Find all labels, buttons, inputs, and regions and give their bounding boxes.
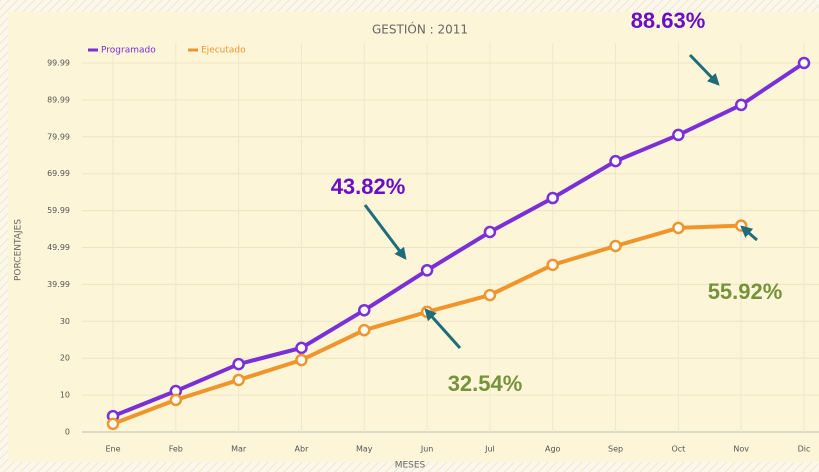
x-tick-label: Jul bbox=[484, 445, 495, 454]
annotation-arrow bbox=[363, 204, 407, 260]
data-point bbox=[295, 341, 308, 355]
data-point bbox=[420, 264, 434, 277]
data-point bbox=[672, 128, 685, 142]
x-tick-label: Ene bbox=[105, 445, 120, 454]
annotation-arrow bbox=[740, 225, 758, 242]
data-point bbox=[358, 303, 371, 317]
data-point bbox=[358, 323, 371, 337]
data-point bbox=[483, 288, 497, 302]
y-tick-label: 69.99 bbox=[47, 169, 70, 178]
data-point bbox=[546, 258, 559, 272]
data-point bbox=[609, 154, 622, 168]
annotation: 55.92% bbox=[708, 279, 783, 304]
data-point bbox=[546, 191, 559, 205]
y-tick-label: 10 bbox=[60, 391, 70, 400]
y-tick-label: 30 bbox=[60, 317, 70, 326]
data-point bbox=[672, 221, 685, 235]
annotation: 43.82% bbox=[331, 174, 406, 199]
data-point bbox=[797, 56, 811, 70]
chart-title: GESTIÓN : 2011 bbox=[372, 22, 468, 37]
annotation-arrow bbox=[424, 308, 462, 350]
y-tick-label: 59.99 bbox=[47, 206, 70, 215]
data-point bbox=[609, 239, 622, 253]
y-axis-label: PORCENTAJES bbox=[14, 219, 24, 281]
x-tick-label: May bbox=[356, 445, 373, 454]
legend-label: Ejecutado bbox=[201, 46, 246, 56]
x-tick-label: Jun bbox=[420, 445, 434, 454]
data-point bbox=[232, 357, 245, 371]
x-tick-label: Dic bbox=[798, 445, 811, 454]
data-point bbox=[483, 225, 497, 239]
data-point bbox=[734, 98, 748, 112]
y-tick-label: 49.99 bbox=[47, 243, 70, 252]
data-point bbox=[106, 417, 120, 431]
x-tick-label: Abr bbox=[295, 445, 310, 454]
data-point bbox=[232, 373, 245, 387]
x-tick-label: Mar bbox=[231, 445, 247, 454]
annotation: 88.63% bbox=[631, 8, 706, 33]
x-tick-label: Nov bbox=[733, 445, 749, 454]
y-tick-label: 99.99 bbox=[47, 59, 70, 68]
x-tick-label: Sep bbox=[608, 445, 623, 454]
chart-area bbox=[8, 12, 819, 462]
series-line bbox=[112, 61, 806, 418]
y-tick-label: 0 bbox=[65, 428, 70, 437]
x-tick-label: Oct bbox=[671, 445, 685, 454]
x-axis-label: MESES bbox=[395, 461, 426, 471]
y-tick-label: 39.99 bbox=[47, 280, 70, 289]
y-tick-label: 79.99 bbox=[47, 132, 70, 141]
legend-label: Programado bbox=[101, 46, 156, 56]
y-tick-label: 89.99 bbox=[47, 95, 70, 104]
y-tick-label: 20 bbox=[60, 354, 70, 363]
x-tick-label: Ago bbox=[545, 445, 561, 454]
annotation: 32.54% bbox=[448, 371, 523, 396]
x-tick-label: Feb bbox=[169, 445, 183, 454]
data-point bbox=[169, 393, 183, 407]
annotation-arrow bbox=[688, 53, 720, 86]
data-point bbox=[295, 353, 308, 367]
